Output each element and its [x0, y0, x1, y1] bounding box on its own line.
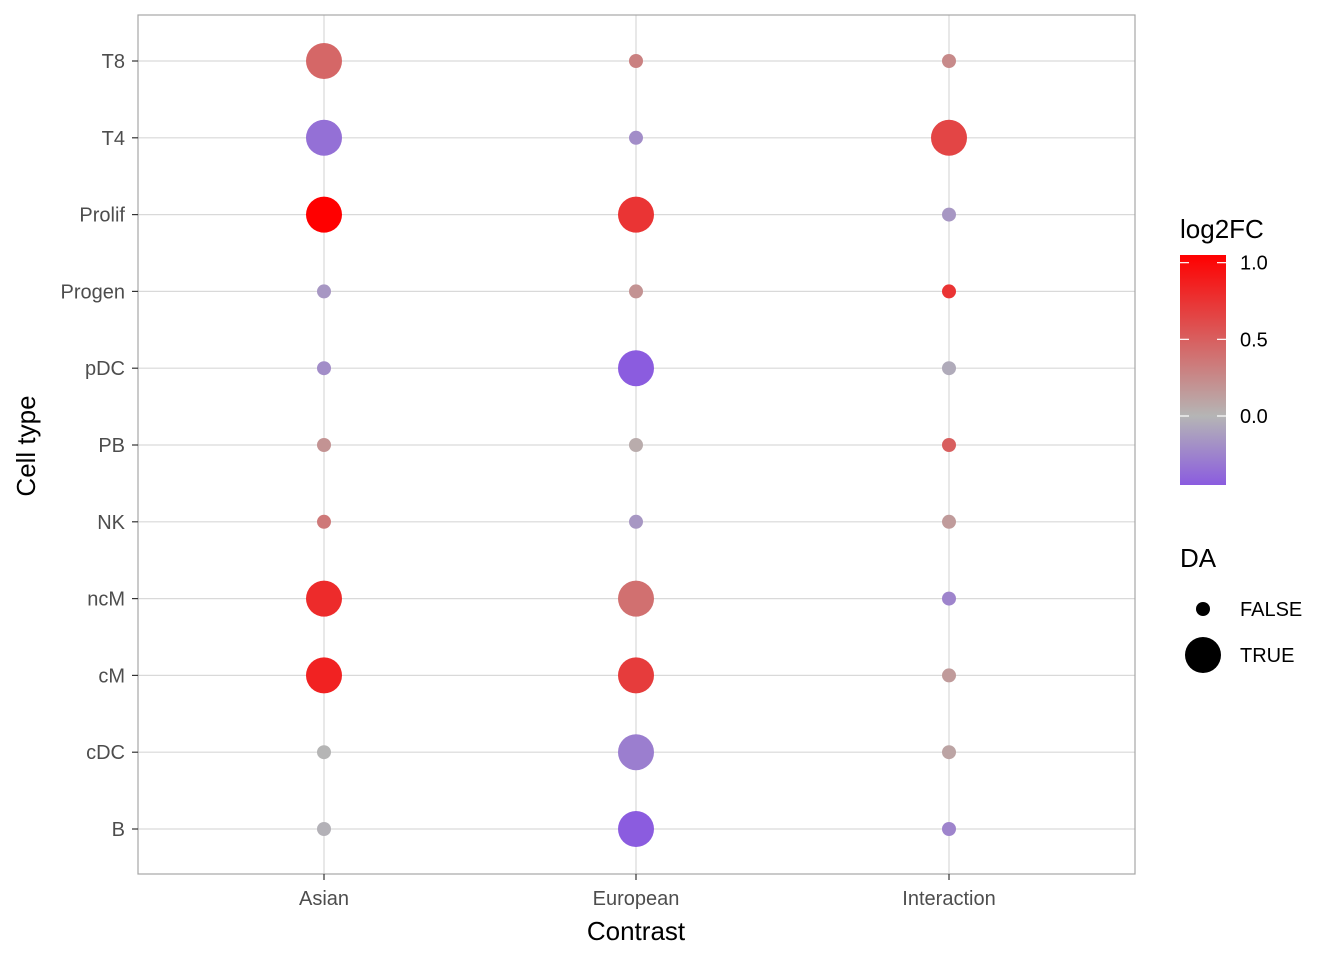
y-tick-label-cdc: cDC [86, 742, 125, 764]
point-interaction-b [942, 822, 956, 836]
point-asian-nk [317, 514, 331, 529]
point-european-nk [629, 514, 643, 529]
point-asian-pb [317, 438, 331, 452]
x-axis-ticks: Asian European Interaction [299, 874, 996, 910]
y-tick-label-t8: T8 [102, 51, 125, 73]
y-tick-label-ncm: ncM [87, 589, 125, 611]
color-bar-tick-label: 0.5 [1240, 329, 1268, 351]
y-tick-label-b: B [112, 819, 125, 841]
point-interaction-ncm [942, 591, 956, 606]
point-interaction-prolif [942, 207, 956, 222]
point-interaction-progen [942, 284, 956, 299]
y-tick-label-prolif: Prolif [79, 205, 125, 227]
point-asian-prolif [306, 196, 342, 233]
point-european-pb [629, 438, 643, 452]
x-tick-label-asian: Asian [299, 888, 349, 910]
size-legend-entries: FALSE TRUE [1185, 599, 1302, 673]
point-european-progen [629, 284, 643, 299]
point-interaction-pdc [942, 361, 956, 376]
y-axis-title: Cell type [11, 395, 41, 496]
point-interaction-t4 [931, 119, 967, 156]
y-tick-label-progen: Progen [61, 281, 126, 303]
point-asian-b [317, 822, 331, 836]
x-tick-label-interaction: Interaction [902, 888, 995, 910]
point-interaction-cdc [942, 745, 956, 760]
size-legend-title: DA [1180, 543, 1217, 573]
y-tick-label-nk: NK [97, 512, 125, 534]
point-european-pdc [618, 350, 654, 387]
point-asian-cm [306, 657, 342, 694]
y-tick-label-cm: cM [98, 665, 125, 687]
color-bar-ticks: 1.0 0.5 0.0 [1180, 253, 1268, 428]
point-asian-cdc [317, 745, 331, 760]
point-asian-pdc [317, 361, 331, 376]
data-points [306, 43, 967, 847]
color-bar-tick-label: 1.0 [1240, 253, 1268, 275]
x-tick-label-european: European [593, 888, 680, 910]
point-interaction-cm [942, 668, 956, 683]
point-european-t4 [629, 130, 643, 145]
point-european-b [618, 811, 654, 847]
y-tick-label-pb: PB [98, 435, 125, 457]
size-legend: DA FALSE TRUE [1180, 543, 1302, 673]
size-legend-key-true [1185, 637, 1221, 673]
size-legend-label-true: TRUE [1240, 645, 1294, 667]
color-bar-tick-label: 0.0 [1240, 406, 1268, 428]
point-european-cm [618, 657, 654, 694]
point-interaction-t8 [942, 54, 956, 68]
point-european-t8 [629, 54, 643, 68]
point-european-cdc [618, 734, 654, 771]
point-european-ncm [618, 580, 654, 617]
point-asian-ncm [306, 580, 342, 617]
y-tick-label-t4: T4 [102, 128, 125, 150]
point-asian-progen [317, 284, 331, 299]
color-bar [1180, 255, 1226, 485]
y-tick-label-pdc: pDC [85, 358, 125, 380]
color-legend-title: log2FC [1180, 214, 1264, 244]
point-asian-t4 [306, 119, 342, 156]
x-axis-title: Contrast [587, 916, 686, 946]
point-asian-t8 [306, 43, 342, 79]
point-european-prolif [618, 196, 654, 233]
size-legend-key-false [1196, 602, 1210, 616]
point-interaction-nk [942, 514, 956, 529]
point-interaction-pb [942, 438, 956, 452]
color-legend: log2FC 1.0 0.5 0.0 [1180, 214, 1268, 485]
size-legend-label-false: FALSE [1240, 599, 1302, 621]
